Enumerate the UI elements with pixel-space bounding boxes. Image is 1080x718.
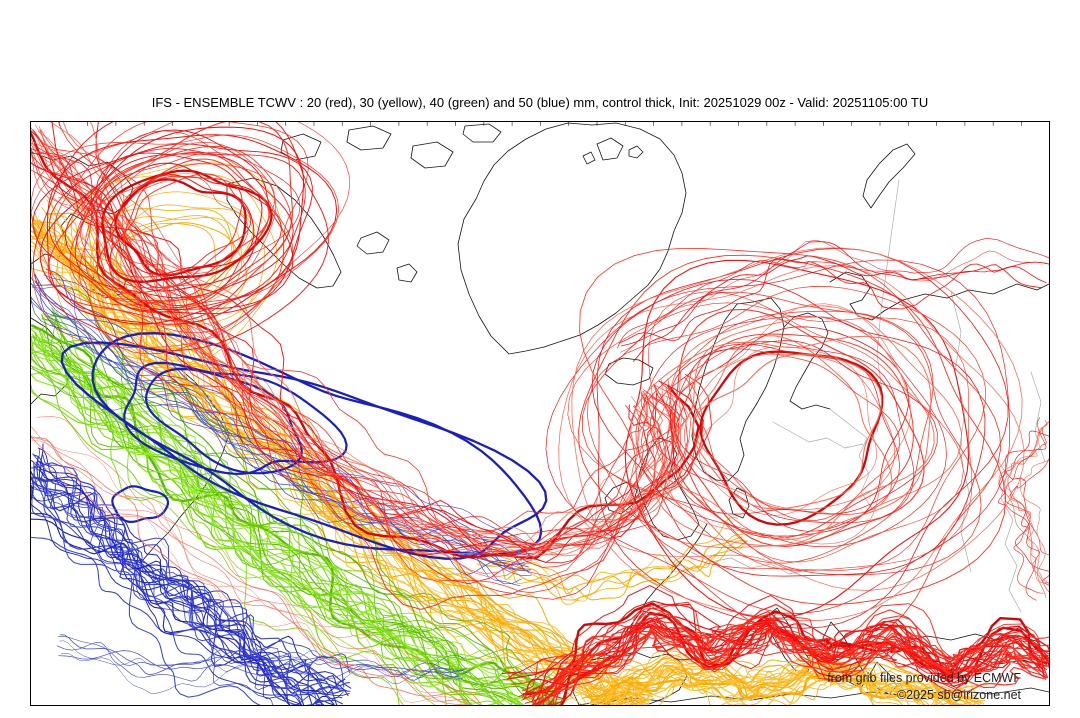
attribution-copyright: ©2025 sb@irizone.net bbox=[896, 688, 1021, 702]
frame-ticks bbox=[58, 122, 1022, 126]
attribution-source: from grib files provided by ECMWF bbox=[827, 671, 1021, 685]
attribution: from grib files provided by ECMWF ©2025 … bbox=[827, 670, 1021, 704]
map-frame: from grib files provided by ECMWF ©2025 … bbox=[30, 121, 1050, 706]
chart-title: IFS - ENSEMBLE TCWV : 20 (red), 30 (yell… bbox=[151, 95, 929, 110]
ensemble-contours bbox=[31, 122, 1049, 705]
tcwv-ensemble-map-canvas bbox=[31, 122, 1049, 705]
